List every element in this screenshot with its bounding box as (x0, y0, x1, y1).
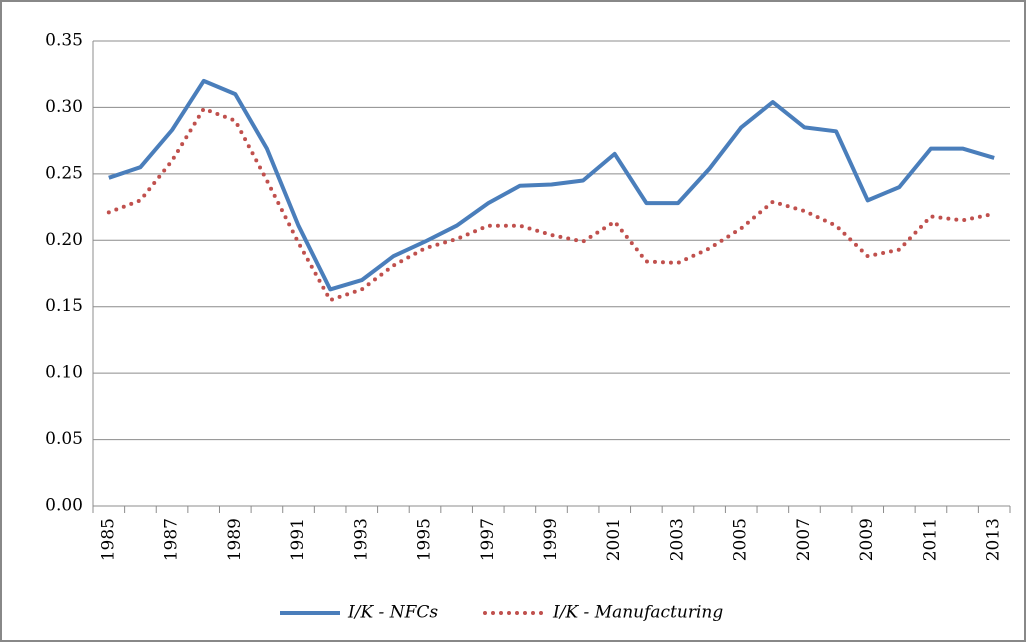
x-tick-label: 1999 (541, 518, 561, 561)
x-tick-label: 2013 (984, 518, 1004, 561)
x-tick-label: 2011 (920, 518, 940, 561)
y-tick-label: 0.35 (45, 31, 83, 51)
y-tick-label: 0.20 (45, 230, 83, 250)
y-tick-label: 0.30 (45, 97, 83, 117)
legend-label: I/K - NFCs (347, 603, 438, 623)
x-tick-label: 1991 (288, 518, 308, 561)
x-tick-label: 2005 (731, 518, 751, 561)
y-tick-label: 0.25 (45, 163, 83, 183)
x-tick-label: 2003 (667, 518, 687, 561)
y-tick-label: 0.05 (45, 429, 83, 449)
x-tick-label: 2001 (604, 518, 624, 561)
x-tick-label: 1997 (478, 518, 498, 561)
x-tick-label: 1987 (162, 518, 182, 561)
y-tick-label: 0.15 (45, 296, 83, 316)
y-tick-label: 0.00 (45, 496, 83, 516)
x-tick-label: 1995 (415, 518, 435, 561)
series-line (108, 78, 995, 292)
y-tick-label: 0.10 (45, 363, 83, 383)
x-tick-label: 1989 (225, 518, 245, 561)
series-line (106, 106, 997, 303)
x-tick-label: 1985 (98, 518, 118, 561)
x-tick-label: 2009 (857, 518, 877, 561)
x-tick-label: 2007 (794, 518, 814, 561)
legend-label: I/K - Manufacturing (552, 603, 723, 623)
x-tick-label: 1993 (351, 518, 371, 561)
